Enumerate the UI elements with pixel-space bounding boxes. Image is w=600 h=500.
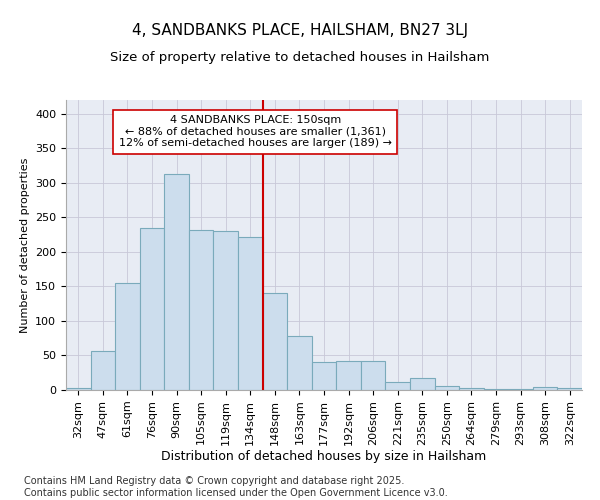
Text: 4, SANDBANKS PLACE, HAILSHAM, BN27 3LJ: 4, SANDBANKS PLACE, HAILSHAM, BN27 3LJ xyxy=(132,22,468,38)
Bar xyxy=(361,361,385,390)
Bar xyxy=(484,388,508,390)
Bar xyxy=(66,388,91,390)
Bar xyxy=(214,230,238,390)
Bar xyxy=(263,294,287,390)
Bar xyxy=(557,388,582,390)
Bar xyxy=(410,378,434,390)
Bar xyxy=(312,362,336,390)
Bar xyxy=(238,236,263,390)
Text: 4 SANDBANKS PLACE: 150sqm
← 88% of detached houses are smaller (1,361)
12% of se: 4 SANDBANKS PLACE: 150sqm ← 88% of detac… xyxy=(119,115,392,148)
X-axis label: Distribution of detached houses by size in Hailsham: Distribution of detached houses by size … xyxy=(161,450,487,464)
Bar xyxy=(115,283,140,390)
Bar xyxy=(164,174,189,390)
Bar xyxy=(434,386,459,390)
Bar xyxy=(459,388,484,390)
Y-axis label: Number of detached properties: Number of detached properties xyxy=(20,158,29,332)
Bar xyxy=(91,350,115,390)
Bar xyxy=(140,228,164,390)
Text: Contains HM Land Registry data © Crown copyright and database right 2025.
Contai: Contains HM Land Registry data © Crown c… xyxy=(24,476,448,498)
Bar xyxy=(533,387,557,390)
Bar xyxy=(385,382,410,390)
Bar xyxy=(287,336,312,390)
Bar xyxy=(336,361,361,390)
Text: Size of property relative to detached houses in Hailsham: Size of property relative to detached ho… xyxy=(110,51,490,64)
Bar xyxy=(189,230,214,390)
